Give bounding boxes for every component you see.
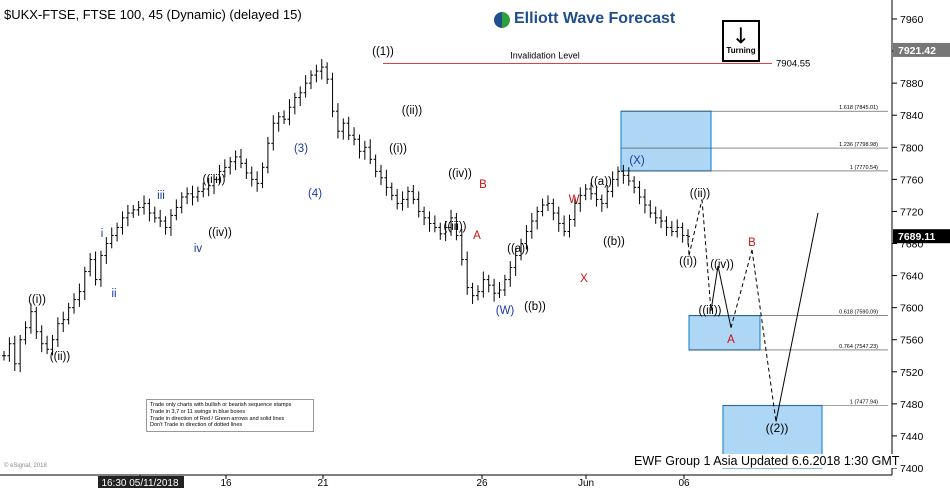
invalidation-value: 7904.55 — [776, 58, 810, 69]
y-tick-label: 7600 — [900, 303, 924, 315]
wave-label: (3) — [294, 143, 308, 155]
projection-solid — [775, 212, 819, 422]
legend-line: Don't Trade in direction of dotted lines — [150, 422, 243, 429]
wave-label: ((iii)) — [699, 305, 722, 317]
y-tick-label: 7880 — [900, 78, 924, 90]
wave-label: A — [473, 230, 481, 242]
wave-label: ((ii)) — [690, 188, 711, 200]
y-tick-label: 7560 — [900, 335, 924, 347]
x-tick-label: 16 — [220, 478, 232, 488]
wave-label: ((iv)) — [448, 168, 472, 180]
y-tick-label: 7640 — [900, 271, 924, 283]
wave-label: i — [101, 228, 104, 240]
wave-label: ((i)) — [28, 294, 46, 306]
wave-label: ((i)) — [679, 256, 697, 268]
projection-solid — [717, 265, 732, 328]
legend-line: Trade only charts with bullish or bearis… — [150, 402, 292, 408]
wave-label: (X) — [629, 155, 645, 167]
fib-level-label: 1 (7770.54) — [850, 165, 878, 171]
fib-level-label: 1.618 (7845.01) — [839, 105, 878, 111]
x-tick-label: 21 — [317, 478, 329, 488]
wave-label: B — [748, 237, 756, 249]
wave-label: W — [569, 194, 580, 206]
wave-label: ((1)) — [372, 46, 394, 58]
wave-label: B — [479, 179, 487, 191]
fib-level-label: 1 (7477.94) — [850, 400, 878, 406]
trading-rules-legend: Trade only charts with bullish or bearis… — [146, 399, 314, 433]
wave-label: (4) — [308, 188, 322, 200]
brand-logo: Elliott Wave Forecast — [494, 10, 675, 28]
projection-dashed — [701, 199, 712, 311]
x-tick-label: Jun — [578, 478, 594, 488]
update-footer: EWF Group 1 Asia Updated 6.6.2018 1:30 G… — [634, 454, 900, 468]
last-price-label: 7921.42 — [898, 45, 936, 57]
wave-label: ((b)) — [603, 236, 625, 248]
fib-level-label: 0.764 (7547.23) — [839, 344, 878, 350]
y-tick-label: 7840 — [900, 110, 924, 122]
projection-dashed — [687, 236, 690, 256]
wave-label: iv — [194, 243, 203, 255]
logo-icon — [494, 12, 510, 28]
wave-label: ((2)) — [766, 421, 789, 435]
projection-dashed — [688, 199, 703, 256]
wave-label: ii — [111, 288, 116, 300]
current-price-tag — [893, 229, 950, 244]
x-tick-label: 06 — [678, 478, 690, 488]
copyright-note: © eSignal, 2018 — [4, 463, 47, 469]
wave-label: ((ii)) — [50, 351, 71, 363]
projection-solid — [710, 265, 719, 311]
turning-label: Turning — [726, 46, 756, 55]
y-tick-label: 7760 — [900, 174, 924, 186]
y-tick-label: 7520 — [900, 367, 924, 379]
wave-label: ((iv)) — [710, 259, 734, 271]
last-price-tag — [893, 42, 950, 57]
wave-label: ((i)) — [389, 143, 407, 155]
wave-label: ((iii)) — [203, 174, 226, 186]
ticker-title: $UKX-FTSE, FTSE 100, 45 (Dynamic) (delay… — [4, 7, 302, 22]
y-tick-label: 7960 — [900, 14, 924, 26]
fib-level-label: 1.236 (7798.98) — [839, 142, 878, 148]
target-box — [688, 314, 761, 351]
invalidation-label: Invalidation Level — [510, 50, 580, 60]
wave-label: ((a)) — [590, 176, 612, 188]
fib-level-label: 0.618 (7590.09) — [839, 310, 878, 316]
projection-dashed — [751, 249, 777, 422]
wave-label: ((iii)) — [444, 221, 467, 233]
x-tick-label: 16:30 05/11/2018 — [101, 478, 179, 488]
wave-label: iii — [157, 190, 165, 202]
wave-label: X — [580, 273, 588, 285]
y-tick-label: 7400 — [900, 463, 924, 475]
brand-logo-text: Elliott Wave Forecast — [514, 10, 676, 27]
y-tick-label: 7720 — [900, 206, 924, 218]
legend-line: Trade in direction of Red / Green arrows… — [150, 415, 285, 422]
wave-label: ((iv)) — [208, 227, 232, 239]
target-box — [620, 110, 712, 172]
turning-badge: ↘ Turning — [722, 19, 760, 62]
x-tick-highlight — [98, 476, 184, 488]
y-tick-label: 7800 — [900, 142, 924, 154]
wave-label: ((b)) — [524, 301, 546, 313]
wave-label: A — [727, 334, 735, 346]
current-price-label: 7689.11 — [898, 231, 936, 243]
wave-label: ((a)) — [507, 243, 529, 255]
wave-label: (W) — [496, 305, 515, 317]
wave-label: ((ii)) — [402, 105, 423, 117]
legend-line: Trade in 3,7 or 11 swings in blue boxes — [150, 408, 246, 415]
y-tick-label: 7480 — [900, 399, 924, 411]
y-tick-label: 7440 — [900, 431, 924, 443]
x-tick-label: 26 — [476, 478, 488, 488]
